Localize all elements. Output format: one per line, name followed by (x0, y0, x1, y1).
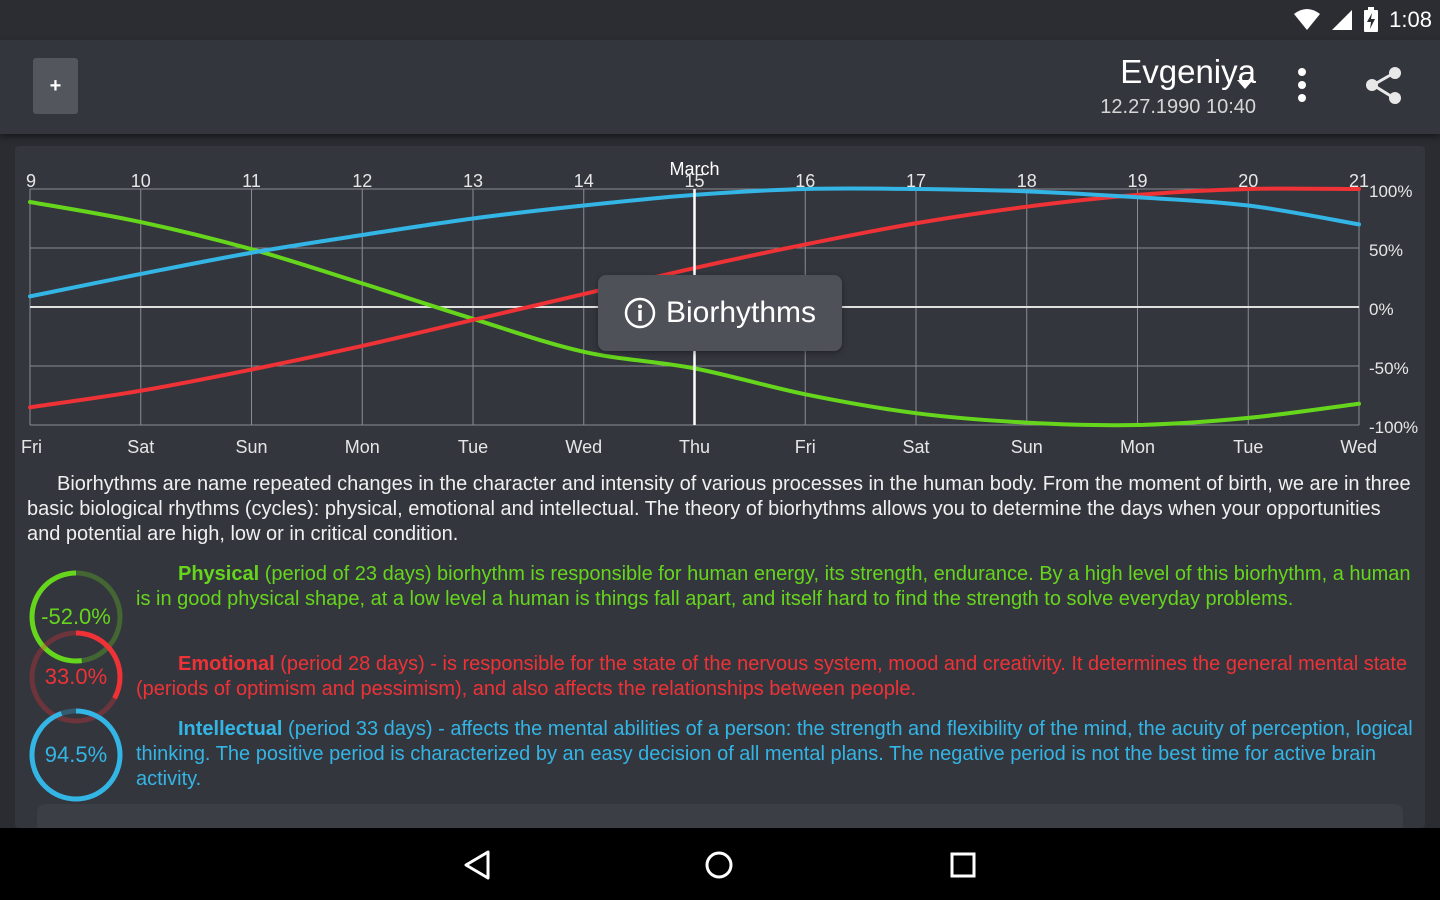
y-tick-label: 100% (1369, 182, 1412, 201)
weekday-label: Sat (127, 437, 154, 457)
biorhythms-tooltip[interactable]: Biorhythms (598, 275, 842, 351)
biorhythms-intro: Biorhythms are name repeated changes in … (27, 473, 1411, 545)
tooltip-label: Biorhythms (665, 296, 817, 329)
day-number-label: 14 (574, 171, 594, 191)
emotional-description: Emotional (period 28 days) - is responsi… (136, 652, 1416, 702)
weekday-label: Sat (902, 437, 929, 457)
battery-charging-icon (1364, 7, 1379, 32)
content-card: March 9 Fri 10 Sat 11 Sun 12 Mon 13 Tue 14 Wed 15 Thu 1… (15, 146, 1425, 828)
day-number-label: 15 (684, 171, 704, 191)
day-number-label: 20 (1238, 171, 1258, 191)
physical-text: (period of 23 days) biorhythm is respons… (136, 563, 1411, 610)
day-number-label: 11 (242, 171, 261, 191)
physical-title: Physical (178, 563, 260, 585)
info-icon (624, 297, 656, 329)
next-section-card (37, 804, 1403, 828)
emotional-value: 33.0% (44, 664, 108, 689)
weekday-label: Mon (1120, 437, 1155, 457)
y-tick-label: -50% (1369, 359, 1409, 378)
share-icon[interactable] (1364, 66, 1404, 106)
weekday-label: Tue (1233, 437, 1263, 457)
physical-value: -52.0% (41, 604, 111, 629)
y-tick-label: 0% (1369, 300, 1394, 319)
emotional-title: Emotional (178, 653, 275, 675)
wifi-icon (1294, 9, 1321, 30)
day-number-label: 10 (131, 171, 151, 191)
intellectual-title: Intellectual (178, 718, 283, 740)
weekday-label: Thu (679, 437, 710, 457)
weekday-label: Sun (235, 437, 267, 457)
day-number-label: 17 (906, 171, 926, 191)
day-number-label: 18 (1017, 171, 1037, 191)
home-icon[interactable] (704, 850, 734, 880)
physical-ring: -52.0% (27, 568, 125, 666)
weekday-label: Tue (458, 437, 488, 457)
month-label: March (669, 159, 719, 179)
day-number-label: 12 (352, 171, 372, 191)
intellectual-description: Intellectual (period 33 days) - affects … (136, 717, 1416, 792)
status-bar: 1:08 (0, 0, 1440, 40)
dropdown-icon[interactable] (1236, 78, 1254, 90)
emotional-ring: 33.0% (27, 628, 125, 726)
ring-progress (29, 708, 123, 802)
recents-icon[interactable] (948, 850, 978, 880)
add-profile-button[interactable]: + (33, 58, 78, 114)
y-tick-label: -100% (1369, 418, 1418, 437)
day-number-label: 13 (463, 171, 483, 191)
profile-birth-date: 12.27.1990 10:40 (1100, 96, 1256, 118)
weekday-label: Fri (795, 437, 816, 457)
day-number-label: 9 (26, 171, 36, 191)
app-bar: + Evgeniya 12.27.1990 10:40 (0, 40, 1440, 134)
ring-progress (29, 630, 123, 724)
weekday-label: Wed (565, 437, 602, 457)
profile-name: Evgeniya (1120, 53, 1256, 90)
navigation-bar (0, 828, 1440, 900)
status-time: 1:08 (1389, 7, 1432, 32)
intellectual-ring: 94.5% (27, 706, 125, 804)
back-icon[interactable] (462, 850, 492, 880)
ring-progress (29, 570, 123, 664)
weekday-label: Fri (21, 437, 42, 457)
more-vert-icon[interactable] (1287, 66, 1317, 106)
weekday-label: Wed (1340, 437, 1377, 457)
emotional-text: (period 28 days) - is responsible for th… (136, 653, 1408, 700)
profile-selector[interactable]: Evgeniya 12.27.1990 10:40 (1100, 52, 1256, 120)
day-number-label: 21 (1349, 171, 1369, 191)
intellectual-text: (period 33 days) - affects the mental ab… (136, 718, 1413, 790)
status-icons: 1:08 (1293, 4, 1432, 36)
physical-description: Physical (period of 23 days) biorhythm i… (136, 562, 1416, 612)
biorhythm-chart[interactable]: March 9 Fri 10 Sat 11 Sun 12 Mon 13 Tue 14 Wed 15 Thu 1… (15, 146, 1425, 466)
weekday-label: Sun (1011, 437, 1043, 457)
intellectual-value: 94.5% (44, 742, 108, 767)
day-number-label: 19 (1127, 171, 1147, 191)
y-tick-label: 50% (1369, 241, 1403, 260)
weekday-label: Mon (345, 437, 380, 457)
day-number-label: 16 (795, 171, 815, 191)
signal-icon (1332, 10, 1353, 30)
